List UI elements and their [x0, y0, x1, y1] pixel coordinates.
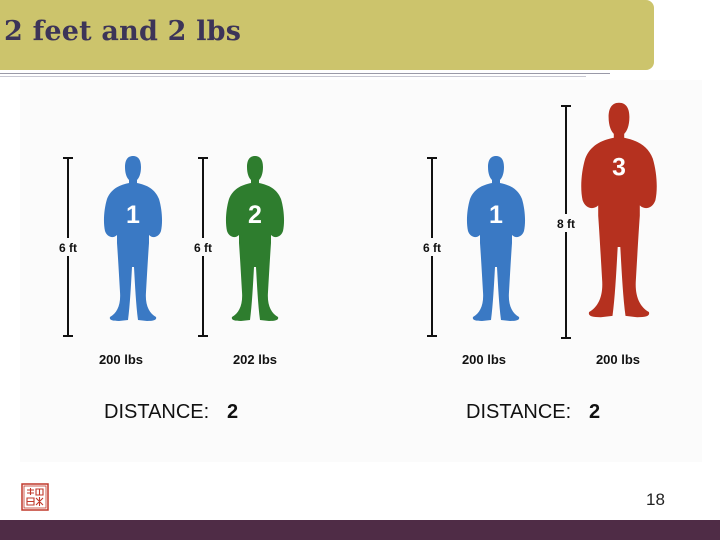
distance-label: DISTANCE:: [466, 401, 571, 423]
height-marker: 6 ft: [52, 157, 84, 337]
comparison-right: 6 ft 1 200 lbs 8 ft 3 200 lbs DISTANCE: …: [416, 102, 657, 423]
height-label: 6 ft: [423, 241, 441, 255]
person-number: 1: [489, 201, 503, 229]
person-silhouette: [103, 156, 163, 321]
height-marker: 8 ft: [550, 105, 582, 339]
person-number: 2: [248, 201, 262, 229]
distance-value: 2: [589, 401, 600, 423]
person-silhouette: [581, 102, 657, 318]
page-number: 18: [646, 490, 665, 509]
person-2-figure: 2: [225, 156, 285, 321]
distance-label: DISTANCE:: [104, 401, 209, 423]
distance-value: 2: [227, 401, 238, 423]
weight-label: 200 lbs: [462, 352, 506, 367]
title-divider-secondary: [0, 76, 586, 77]
person-1-figure: 1: [103, 156, 163, 321]
person-silhouette: [466, 156, 526, 321]
person-number: 1: [126, 201, 140, 229]
person-1-figure: 1: [466, 156, 526, 321]
height-label: 6 ft: [59, 241, 77, 255]
weight-label: 200 lbs: [99, 352, 143, 367]
person-3-figure: 3: [581, 102, 657, 318]
title-bar: 2 feet and 2 lbs: [0, 0, 654, 70]
weight-label: 200 lbs: [596, 352, 640, 367]
height-marker: 6 ft: [187, 157, 219, 337]
person-silhouette: [225, 156, 285, 321]
red-seal-logo-icon: [21, 483, 49, 511]
weight-label: 202 lbs: [233, 352, 277, 367]
height-label: 8 ft: [557, 217, 575, 231]
slide-title: 2 feet and 2 lbs: [4, 16, 242, 47]
figure-panel: [20, 80, 702, 462]
height-label: 6 ft: [194, 241, 212, 255]
footer-bar: [0, 520, 720, 540]
comparison-left: 6 ft 1 200 lbs 6 ft 2 202 lbs DISTANCE: …: [52, 156, 285, 423]
title-divider: [0, 73, 610, 74]
person-number: 3: [612, 155, 626, 182]
height-marker: 6 ft: [416, 157, 448, 337]
